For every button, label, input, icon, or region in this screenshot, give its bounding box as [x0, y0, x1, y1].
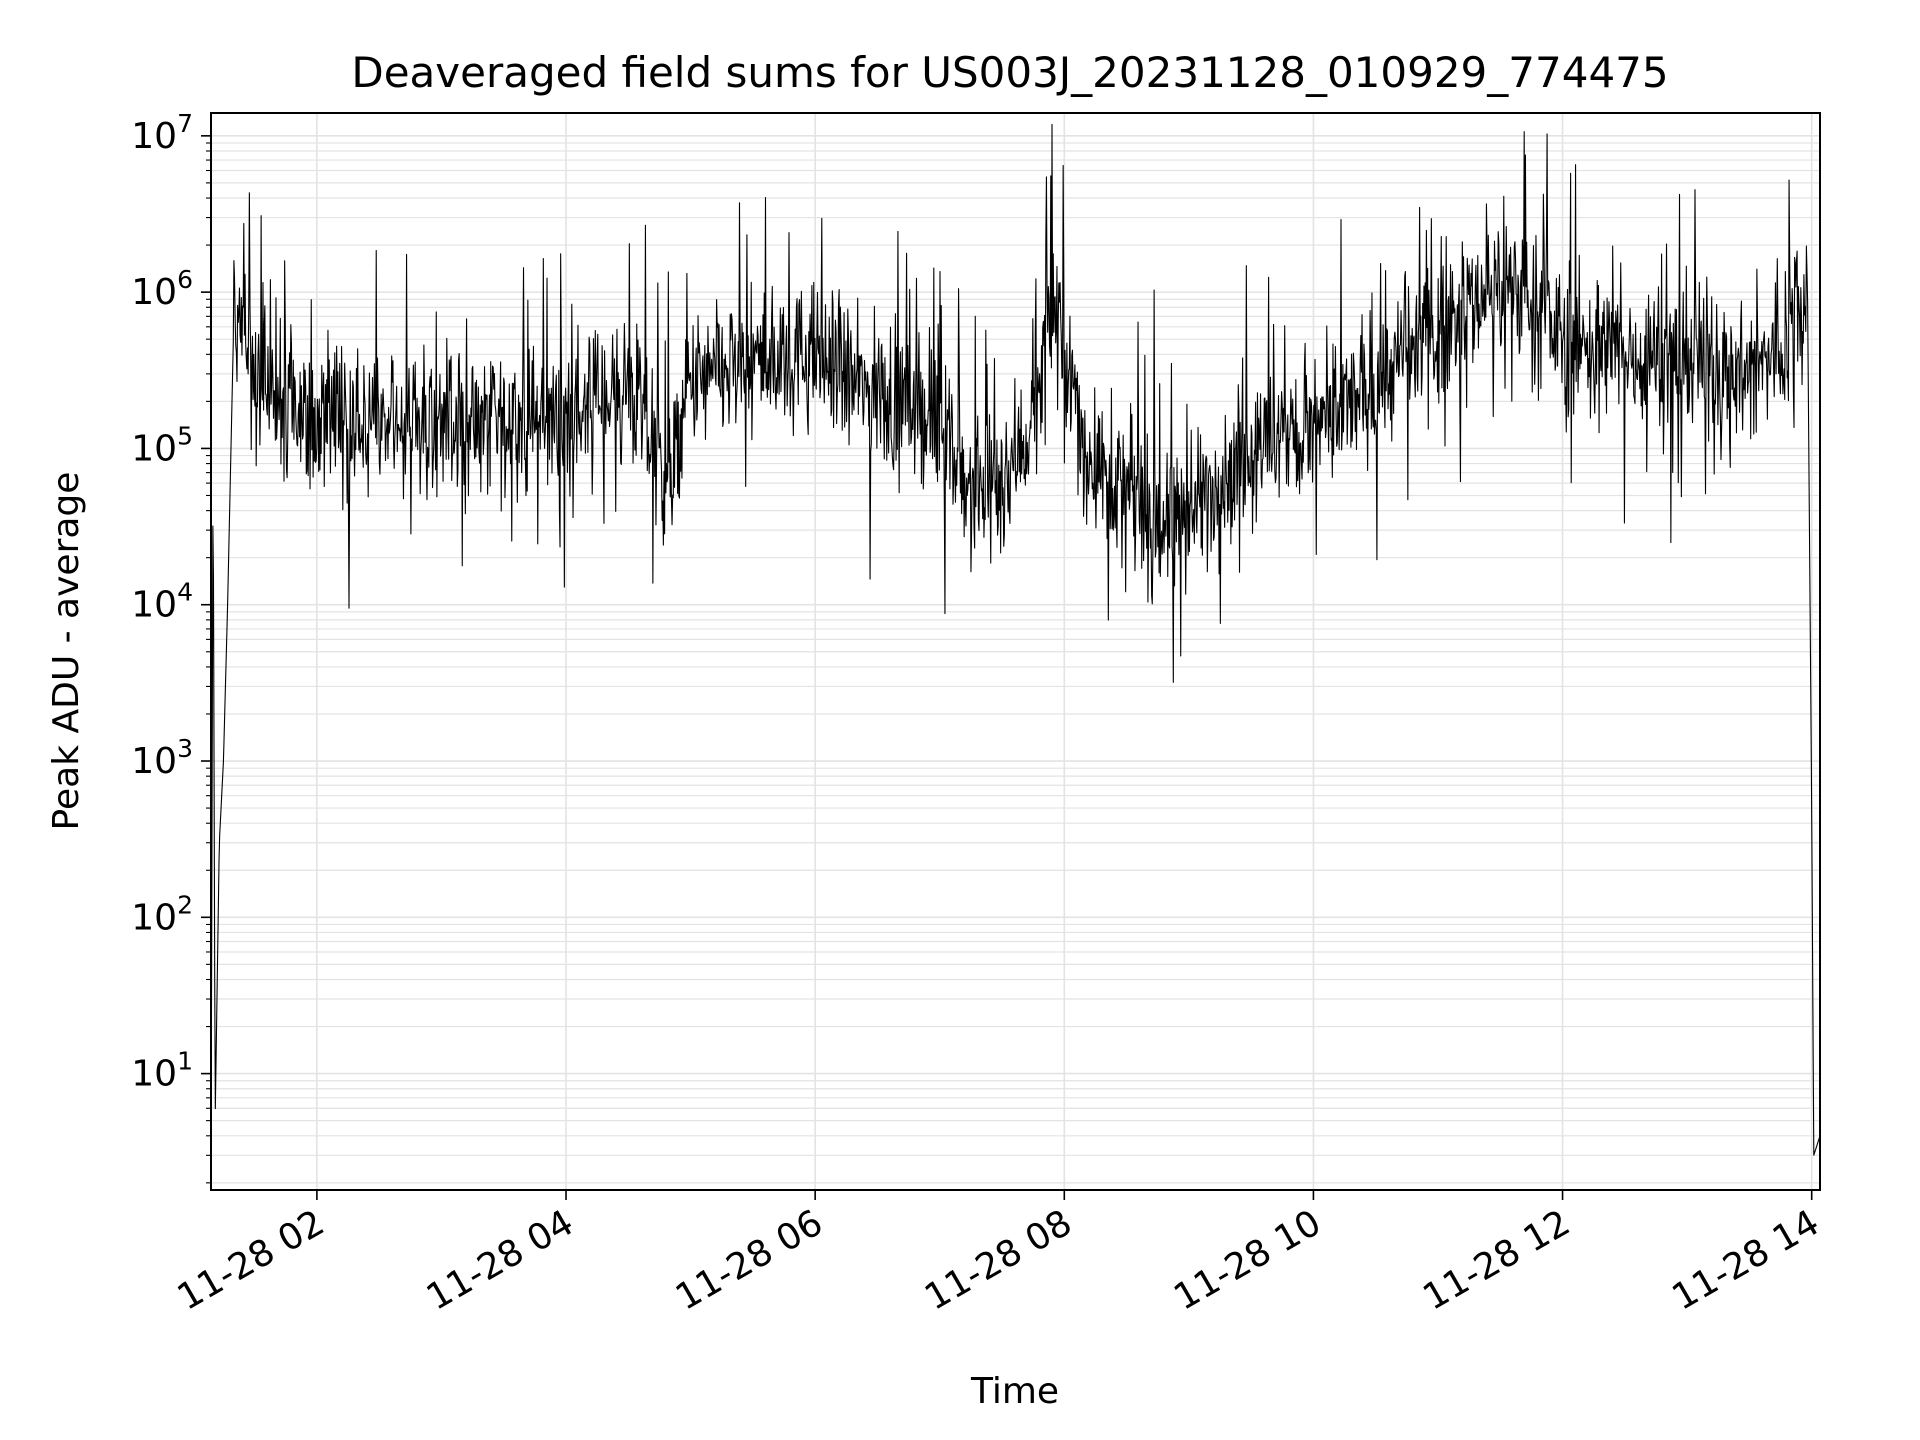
- series-layer: [210, 123, 1821, 1183]
- y-tick-label: 106: [131, 265, 193, 313]
- grid: [211, 113, 1820, 1190]
- plot-frame: [210, 112, 1821, 1191]
- y-tick-label: 107: [131, 109, 193, 157]
- y-tick-label: 103: [131, 734, 193, 782]
- y-axis-label: Peak ADU - average: [46, 472, 87, 831]
- series-line: [210, 123, 1821, 1183]
- y-tick-label: 102: [131, 890, 193, 938]
- chart-title: Deaveraged field sums for US003J_2023112…: [351, 48, 1668, 97]
- x-axis-label: Time: [970, 1371, 1059, 1412]
- y-tick-label: 101: [131, 1047, 193, 1095]
- y-tick-label: 104: [131, 578, 193, 626]
- y-tick-label: 105: [131, 421, 193, 469]
